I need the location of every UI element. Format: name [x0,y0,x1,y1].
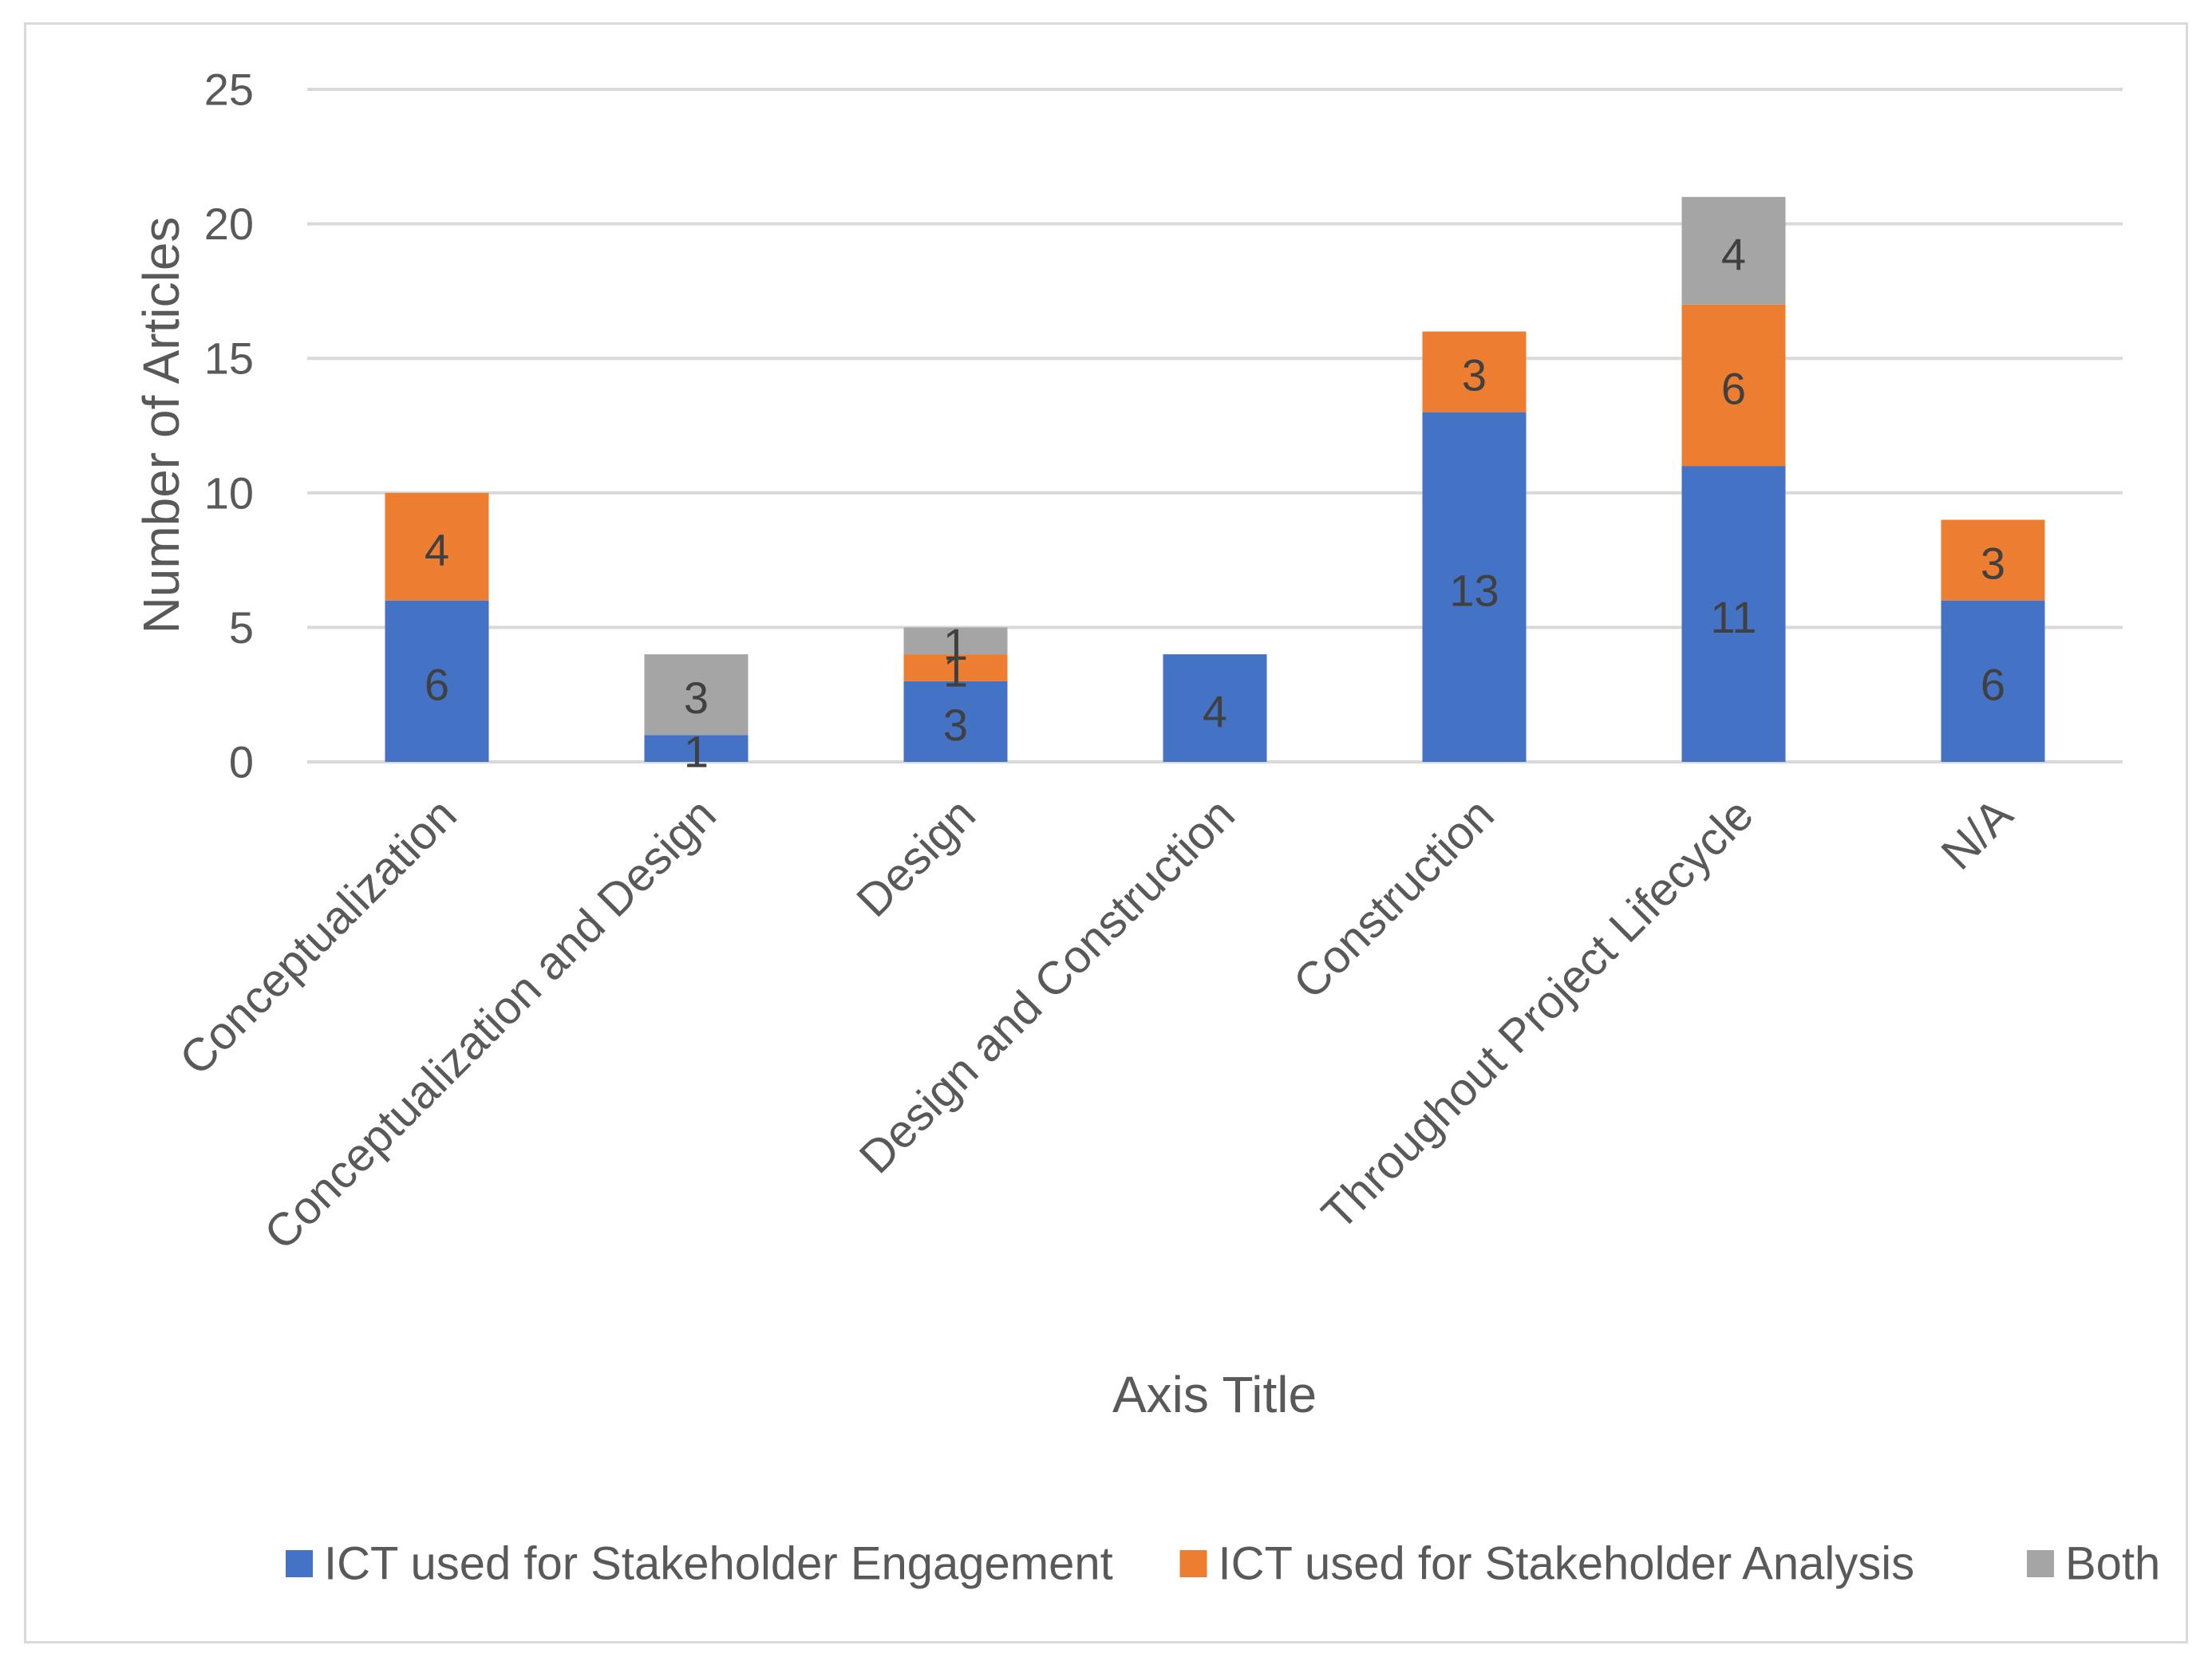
data-label-2-series-0: 3 [943,700,968,750]
y-tick-label-20: 20 [204,199,254,249]
y-tick-label-25: 25 [204,65,254,115]
data-label-5-series-1: 6 [1721,363,1746,413]
x-category-label-2: Design [847,788,986,927]
bar-2-series-2 [903,627,1008,655]
bar-0-series-1 [385,492,489,601]
legend-label-2: Both [2065,1538,2160,1590]
bar-1-series-0 [644,735,749,762]
y-axis-ticks: 0 5 10 15 20 25 [204,65,254,787]
legend-swatch-1 [1179,1550,1207,1577]
bar-0-series-0 [385,600,489,762]
data-label-5-series-2: 4 [1721,229,1746,279]
bar-2-series-1 [903,654,1008,681]
data-label-4-series-1: 3 [1462,350,1487,400]
bar-4-series-1 [1422,331,1527,412]
y-tick-label-0: 0 [229,737,254,787]
bar-5-series-1 [1681,304,1786,467]
bar-3-series-0 [1163,654,1267,762]
data-label-1-series-0: 1 [684,727,709,777]
bars [385,196,2045,762]
x-category-label-4: Construction [1283,788,1503,1008]
data-label-3-series-0: 4 [1203,686,1227,736]
chart-frame [24,22,2188,1643]
y-axis-title: Number of Articles [132,217,190,634]
data-label-4-series-0: 13 [1449,565,1499,615]
data-label-6-series-1: 3 [1981,539,2005,589]
data-label-6-series-0: 6 [1981,659,2005,709]
x-category-label-6: N/A [1931,788,2023,880]
data-label-1-series-2: 3 [684,673,709,723]
bar-6-series-1 [1941,519,2045,601]
y-tick-label-10: 10 [204,468,254,518]
x-category-label-0: Conceptualization [170,788,467,1085]
bar-4-series-0 [1422,412,1527,762]
y-tick-label-15: 15 [204,333,254,384]
data-label-0-series-1: 4 [425,525,449,575]
x-axis-title: Axis Title [1112,1366,1317,1423]
legend-swatch-0 [286,1550,313,1577]
data-label-2-series-1: 1 [943,645,968,696]
bar-6-series-0 [1941,600,2045,762]
x-category-label-5: Throughout Project Lifecycle [1312,788,1764,1240]
gridlines [307,88,2123,763]
legend-label-0: ICT used for Stakeholder Engagement [324,1538,1113,1590]
bar-5-series-2 [1681,196,1786,305]
data-label-5-series-0: 11 [1710,592,1756,642]
y-tick-label-5: 5 [229,602,254,653]
bar-1-series-2 [644,654,749,736]
bar-2-series-0 [903,681,1008,762]
x-category-label-1: Conceptualization and Design [255,788,726,1260]
data-label-0-series-0: 6 [425,659,449,709]
legend-label-1: ICT used for Stakeholder Analysis [1219,1538,1915,1590]
legend: ICT used for Stakeholder Engagement ICT u… [286,1538,2160,1590]
bar-5-series-0 [1681,466,1786,762]
data-label-2-series-2: 1 [943,619,968,669]
legend-swatch-2 [2027,1550,2054,1577]
